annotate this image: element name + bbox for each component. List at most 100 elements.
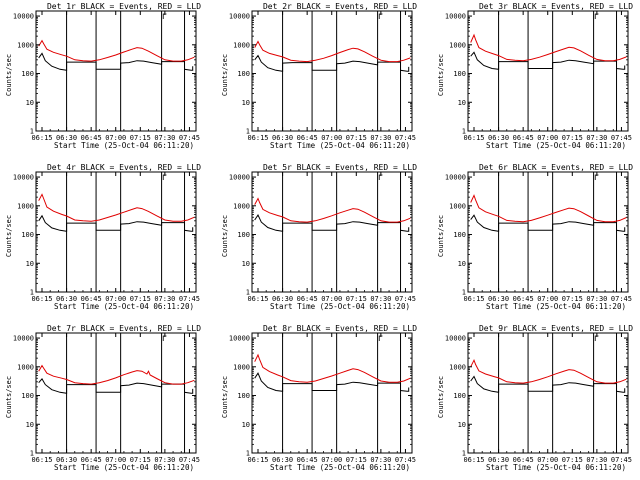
x-axis-label: Start Time (25-Oct-04 06:11:20): [54, 302, 194, 311]
panel-7: Det 7r BLACK = Events, RED = LLD 1 10 100 10…: [5, 324, 201, 472]
x-tick-label: 07:15: [562, 456, 583, 464]
y-tick-label: 100: [237, 70, 250, 78]
x-tick-label: 06:45: [513, 134, 534, 142]
flag-marker: [378, 13, 383, 19]
y-axis-label: Counts/sec: [5, 376, 13, 418]
panel-title: Det 6r BLACK = Events, RED = LLD: [479, 163, 633, 172]
x-tick-label: 07:30: [586, 295, 607, 303]
y-tick-label: 1: [246, 128, 250, 136]
plot-frame: [35, 10, 197, 132]
panel-6: Det 6r BLACK = Events, RED = LLD 1 10 100 10…: [437, 163, 633, 311]
x-tick-label: 07:45: [611, 456, 632, 464]
panel-title: Det 9r BLACK = Events, RED = LLD: [479, 324, 633, 333]
y-tick-label: 100: [453, 231, 466, 239]
plot-frame: [251, 332, 413, 454]
y-tick-label: 10: [458, 421, 466, 429]
x-tick-label: 06:15: [247, 134, 268, 142]
x-tick-label: 07:30: [586, 456, 607, 464]
x-tick-label: 06:30: [488, 295, 509, 303]
y-tick-label: 10: [242, 260, 250, 268]
y-tick-label: 100: [21, 231, 34, 239]
y-tick-label: 100: [237, 231, 250, 239]
series-lld-line: [38, 39, 195, 62]
x-tick-label: 07:15: [562, 295, 583, 303]
y-tick-label: 1: [30, 289, 34, 297]
y-tick-label: 1000: [17, 363, 34, 371]
panel-4: Det 4r BLACK = Events, RED = LLD 1 10 100 10…: [5, 163, 201, 311]
x-axis-label: Start Time (25-Oct-04 06:11:20): [486, 302, 626, 311]
y-tick-label: 1000: [233, 202, 250, 210]
x-tick-label: 07:00: [321, 456, 342, 464]
series-lld-line: [470, 194, 627, 223]
y-tick-label: 100: [453, 70, 466, 78]
flag-marker: [594, 335, 599, 341]
y-tick-label: 1: [246, 450, 250, 458]
panel-title: Det 4r BLACK = Events, RED = LLD: [47, 163, 201, 172]
x-tick-label: 06:45: [513, 295, 534, 303]
x-tick-label: 06:30: [488, 456, 509, 464]
x-tick-label: 07:30: [586, 134, 607, 142]
y-tick-label: 1: [462, 450, 466, 458]
series-events-line: [38, 378, 194, 394]
x-axis-label: Start Time (25-Oct-04 06:11:20): [486, 463, 626, 472]
y-tick-label: 1000: [233, 363, 250, 371]
x-tick-label: 06:45: [513, 456, 534, 464]
y-tick-label: 1000: [449, 363, 466, 371]
y-tick-label: 1: [246, 289, 250, 297]
series-events-line: [38, 214, 194, 232]
series-lld-line: [470, 33, 627, 62]
series-events-line: [254, 54, 410, 72]
x-tick-label: 07:00: [105, 295, 126, 303]
y-axis-label: Counts/sec: [437, 54, 445, 96]
series-lld-line: [38, 364, 195, 385]
series-events-line: [470, 214, 626, 232]
y-axis-label: Counts/sec: [221, 376, 229, 418]
x-tick-label: 06:30: [488, 134, 509, 142]
y-tick-label: 100: [21, 392, 34, 400]
y-tick-label: 10000: [229, 13, 250, 21]
y-tick-label: 1000: [449, 202, 466, 210]
y-axis-label: Counts/sec: [437, 215, 445, 257]
plot-frame: [467, 10, 629, 132]
panel-title: Det 7r BLACK = Events, RED = LLD: [47, 324, 201, 333]
y-tick-label: 10: [242, 421, 250, 429]
y-tick-label: 1000: [449, 41, 466, 49]
x-tick-label: 07:15: [130, 295, 151, 303]
x-tick-label: 07:15: [346, 134, 367, 142]
y-tick-label: 10000: [13, 174, 34, 182]
panel-title: Det 2r BLACK = Events, RED = LLD: [263, 2, 417, 11]
panel-title: Det 5r BLACK = Events, RED = LLD: [263, 163, 417, 172]
x-tick-label: 06:45: [81, 456, 102, 464]
y-tick-label: 1000: [17, 41, 34, 49]
y-tick-label: 1: [462, 289, 466, 297]
x-tick-label: 07:00: [321, 134, 342, 142]
panel-3: Det 3r BLACK = Events, RED = LLD 1 10 100 10…: [437, 2, 633, 150]
flag-marker: [378, 335, 383, 341]
x-tick-label: 06:30: [272, 295, 293, 303]
panel-2: Det 2r BLACK = Events, RED = LLD 1 10 100 10…: [221, 2, 417, 150]
x-tick-label: 07:30: [154, 134, 175, 142]
series-events-line: [38, 52, 194, 71]
y-axis-label: Counts/sec: [221, 215, 229, 257]
x-tick-label: 07:15: [346, 456, 367, 464]
panel-5: Det 5r BLACK = Events, RED = LLD 1 10 100 10…: [221, 163, 417, 311]
plot-frame: [467, 171, 629, 293]
x-tick-label: 07:45: [179, 456, 200, 464]
x-tick-label: 06:30: [272, 456, 293, 464]
x-tick-label: 06:15: [247, 295, 268, 303]
plot-frame: [467, 332, 629, 454]
x-tick-label: 06:15: [247, 456, 268, 464]
x-axis-label: Start Time (25-Oct-04 06:11:20): [54, 463, 194, 472]
panel-title: Det 3r BLACK = Events, RED = LLD: [479, 2, 633, 11]
x-tick-label: 06:15: [31, 134, 52, 142]
x-tick-label: 07:45: [395, 134, 416, 142]
y-tick-label: 10: [458, 260, 466, 268]
y-tick-label: 10000: [229, 174, 250, 182]
y-tick-label: 10000: [445, 13, 466, 21]
x-tick-label: 07:45: [395, 295, 416, 303]
x-axis-label: Start Time (25-Oct-04 06:11:20): [486, 141, 626, 150]
y-tick-label: 1: [462, 128, 466, 136]
series-events-line: [254, 213, 410, 232]
series-lld-line: [254, 197, 411, 223]
